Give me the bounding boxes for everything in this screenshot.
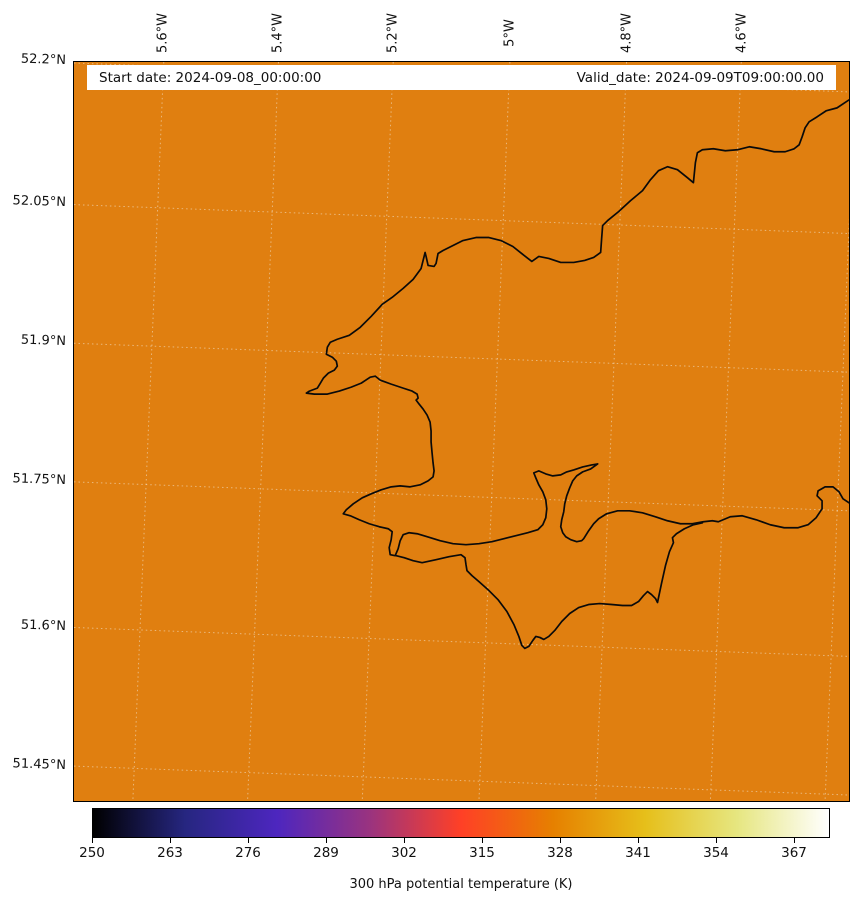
- colorbar-tick-label: 289: [313, 845, 339, 861]
- lat-tick-label: 51.6°N: [20, 617, 67, 635]
- colorbar-tick-mark: [716, 838, 717, 843]
- lon-tick-label: 4.8°W: [619, 12, 635, 54]
- colorbar-tick-mark: [638, 838, 639, 843]
- parallel-gridline: [74, 204, 849, 235]
- colorbar-tick-label: 302: [391, 845, 417, 861]
- colorbar-tick-mark: [92, 838, 93, 843]
- title-strip: Start date: 2024-09-08_00:00:00 Valid_da…: [87, 65, 836, 90]
- colorbar-tick-mark: [326, 838, 327, 843]
- parallel-gridline: [74, 481, 849, 512]
- colorbar-tick-label: 250: [79, 845, 105, 861]
- lat-tick-label: 52.2°N: [20, 51, 67, 69]
- meridian-gridline: [247, 62, 279, 801]
- lon-tick-label: 4.6°W: [734, 12, 750, 54]
- parallel-gridline: [74, 342, 849, 373]
- colorbar-label: 300 hPa potential temperature (K): [349, 877, 573, 892]
- colorbar-tick-label: 328: [547, 845, 573, 861]
- colorbar-tick-mark: [560, 838, 561, 843]
- colorbar-tick-mark: [248, 838, 249, 843]
- meridian-gridline: [132, 62, 165, 801]
- map-plot-area: Start date: 2024-09-08_00:00:00 Valid_da…: [73, 61, 850, 802]
- lon-tick-label: 5.2°W: [385, 12, 401, 54]
- lon-tick-label: 5°W: [502, 19, 518, 47]
- lat-tick-label: 52.05°N: [12, 193, 67, 211]
- lat-tick-label: 51.9°N: [20, 332, 67, 350]
- colorbar-tick-label: 263: [157, 845, 183, 861]
- map-canvas: [74, 62, 849, 801]
- coastline-south-bay: [395, 521, 704, 650]
- valid-date-text: Valid_date: 2024-09-09T09:00:00.00: [576, 69, 824, 86]
- coastline-north-and-east: [305, 99, 849, 557]
- parallel-gridline: [74, 626, 849, 657]
- colorbar-tick-label: 341: [625, 845, 651, 861]
- colorbar-tick-mark: [170, 838, 171, 843]
- colorbar-tick-mark: [482, 838, 483, 843]
- colorbar-tick-label: 315: [469, 845, 495, 861]
- meridian-gridline: [709, 62, 742, 801]
- meridian-gridline: [595, 62, 628, 801]
- colorbar-tick-mark: [794, 838, 795, 843]
- start-date-text: Start date: 2024-09-08_00:00:00: [99, 69, 322, 86]
- gridlines: [74, 62, 849, 801]
- lon-tick-label: 5.6°W: [155, 12, 171, 54]
- lat-tick-label: 51.45°N: [12, 756, 67, 774]
- colorbar-tick-label: 276: [235, 845, 261, 861]
- colorbar: [92, 808, 830, 838]
- meridian-gridline: [361, 62, 394, 801]
- parallel-gridline: [74, 765, 849, 796]
- meridian-gridline: [478, 62, 511, 801]
- lat-tick-label: 51.75°N: [12, 471, 67, 489]
- colorbar-tick-mark: [404, 838, 405, 843]
- colorbar-tick-label: 354: [703, 845, 729, 861]
- lon-tick-label: 5.4°W: [270, 12, 286, 54]
- colorbar-tick-label: 367: [781, 845, 807, 861]
- meridian-gridline: [824, 216, 849, 801]
- coastlines: [305, 99, 849, 650]
